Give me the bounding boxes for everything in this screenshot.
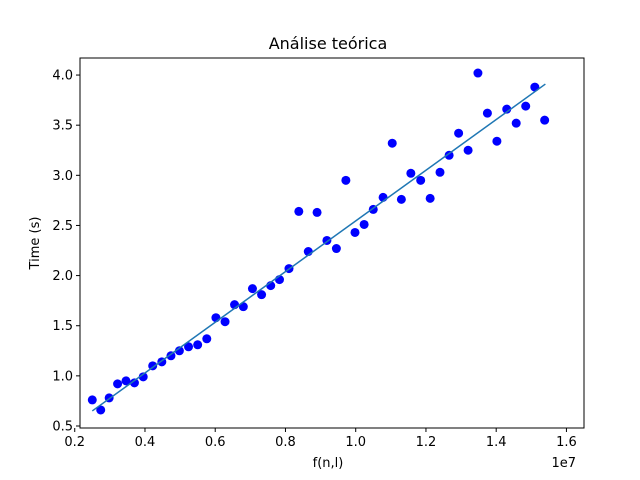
data-point bbox=[540, 115, 550, 125]
y-axis-label: Time (s) bbox=[28, 217, 43, 271]
data-point bbox=[350, 227, 360, 237]
y-axis-ticks: 0.5 1.0 1.5 2.0 2.5 3.0 3.5 4.0 bbox=[52, 69, 80, 434]
x-tick-label: 0.6 bbox=[205, 435, 226, 450]
y-tick-label: 1.0 bbox=[52, 369, 73, 384]
data-point bbox=[113, 379, 123, 389]
y-tick-label: 4.0 bbox=[52, 69, 73, 84]
data-point bbox=[492, 136, 502, 146]
data-point bbox=[184, 342, 194, 352]
x-tick-label: 1.4 bbox=[486, 435, 507, 450]
data-point bbox=[202, 334, 212, 344]
axes-frame bbox=[79, 57, 585, 429]
data-point bbox=[166, 351, 176, 361]
y-tick-label: 1.5 bbox=[52, 319, 73, 334]
x-tick-label: 1.0 bbox=[345, 435, 366, 450]
y-tick-label: 3.5 bbox=[52, 119, 73, 134]
x-tick-label: 1.2 bbox=[416, 435, 437, 450]
x-tick-label: 0.4 bbox=[135, 435, 156, 450]
data-point bbox=[193, 340, 203, 350]
plot-area bbox=[87, 68, 550, 415]
data-point bbox=[387, 138, 397, 148]
x-axis-label: f(n,l) bbox=[313, 456, 344, 471]
x-tick-label: 0.2 bbox=[64, 435, 85, 450]
data-point bbox=[406, 168, 416, 178]
x-tick-label: 1.6 bbox=[556, 435, 577, 450]
data-point bbox=[396, 194, 406, 204]
data-point bbox=[454, 128, 464, 138]
data-point bbox=[482, 108, 492, 118]
data-point bbox=[247, 284, 257, 294]
x-axis-offset-label: 1e7 bbox=[551, 456, 576, 471]
data-point bbox=[444, 150, 454, 160]
data-point bbox=[511, 118, 521, 128]
y-tick-label: 2.0 bbox=[52, 269, 73, 284]
data-point bbox=[174, 346, 184, 356]
chart-title: Análise teórica bbox=[269, 34, 388, 53]
data-point bbox=[294, 206, 304, 216]
data-point bbox=[220, 317, 230, 327]
data-point bbox=[331, 244, 341, 254]
data-point bbox=[502, 104, 512, 114]
data-point bbox=[341, 175, 351, 185]
data-point bbox=[416, 175, 426, 185]
data-point bbox=[129, 378, 139, 388]
data-point bbox=[359, 219, 369, 229]
x-tick-label: 0.8 bbox=[275, 435, 296, 450]
y-tick-label: 2.5 bbox=[52, 219, 73, 234]
data-point bbox=[463, 145, 473, 155]
x-axis-ticks: 0.2 0.4 0.6 0.8 1.0 1.2 1.4 1.6 bbox=[64, 428, 577, 450]
data-point bbox=[96, 405, 106, 415]
data-point bbox=[435, 167, 445, 177]
y-tick-label: 3.0 bbox=[52, 169, 73, 184]
data-point bbox=[121, 376, 131, 386]
data-point bbox=[312, 207, 322, 217]
data-point bbox=[257, 290, 267, 300]
data-point bbox=[473, 68, 483, 78]
data-point bbox=[425, 193, 435, 203]
data-point bbox=[138, 372, 148, 382]
fit-line bbox=[91, 83, 546, 412]
data-point bbox=[521, 101, 531, 111]
y-tick-label: 0.5 bbox=[52, 419, 73, 434]
data-point bbox=[87, 395, 97, 405]
